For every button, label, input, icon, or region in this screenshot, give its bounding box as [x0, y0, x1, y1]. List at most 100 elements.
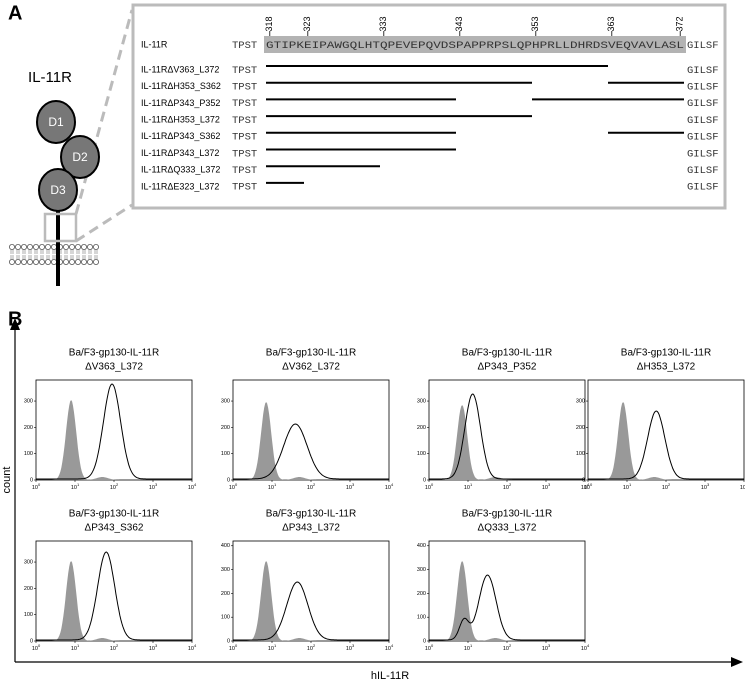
plot-frame: [428, 540, 586, 642]
tick-exponent: 0: [38, 482, 41, 487]
prefix: TPST: [232, 81, 257, 93]
y-tick-label: 400: [221, 543, 230, 549]
x-tick-label: 103: [346, 482, 355, 491]
tick-exponent: 1: [77, 482, 80, 487]
y-tick-label: 300: [417, 567, 426, 573]
tick-exponent: 3: [548, 643, 551, 648]
x-tick-label: 100: [584, 482, 593, 491]
lipid-head: [26, 243, 33, 250]
control-histogram: [233, 561, 389, 641]
tick-exponent: 0: [431, 482, 434, 487]
tick-exponent: 2: [313, 643, 316, 648]
lipid-head: [14, 258, 21, 265]
lipid-head: [20, 243, 27, 250]
tick-base: 10: [425, 485, 431, 491]
tick-base: 10: [581, 646, 587, 652]
position-label: 353: [530, 16, 540, 31]
tick-exponent: 1: [470, 482, 473, 487]
histogram-subtitle: ΔV363_L372: [85, 362, 143, 373]
position-label: 333: [378, 16, 388, 31]
lipid-head: [87, 258, 94, 265]
position-label: 318: [264, 16, 274, 31]
y-tick-label: 300: [24, 560, 33, 566]
lipid-head: [33, 243, 40, 250]
tick-exponent: 2: [668, 482, 671, 487]
histogram-subtitle: ΔP343_P352: [478, 362, 537, 373]
suffix: GILSF: [687, 182, 719, 194]
y-tick-label: 200: [24, 425, 33, 431]
x-tick-label: 103: [542, 643, 551, 652]
histogram-title: Ba/F3-gp130-IL-11R: [462, 348, 552, 359]
x-tick-label: 104: [385, 643, 394, 652]
tick-base: 10: [346, 485, 352, 491]
y-tick-label: 300: [417, 399, 426, 405]
y-tick-label: 100: [24, 612, 33, 618]
tick-exponent: 1: [470, 643, 473, 648]
lipid-head: [63, 243, 70, 250]
x-tick-label: 100: [32, 643, 41, 652]
suffix: GILSF: [687, 40, 719, 52]
suffix: GILSF: [687, 148, 719, 160]
tick-exponent: 3: [155, 482, 158, 487]
tick-base: 10: [740, 485, 745, 491]
tick-base: 10: [584, 485, 590, 491]
x-tick-label: 104: [740, 482, 745, 491]
plot-frame: [587, 379, 745, 481]
x-tick-label: 103: [149, 482, 158, 491]
sample-histogram: [429, 393, 585, 480]
y-tick-label: 300: [24, 399, 33, 405]
tick-exponent: 2: [116, 643, 119, 648]
domain-label: D2: [72, 150, 88, 164]
tick-base: 10: [229, 485, 235, 491]
tick-base: 10: [268, 646, 274, 652]
domain-label: D1: [48, 115, 64, 129]
y-tick-label: 300: [221, 399, 230, 405]
prefix: TPST: [232, 40, 257, 52]
x-tick-label: 100: [229, 643, 238, 652]
tick-exponent: 2: [313, 482, 316, 487]
control-histogram: [36, 561, 192, 641]
histogram-title: Ba/F3-gp130-IL-11R: [69, 348, 159, 359]
tick-base: 10: [662, 485, 668, 491]
lipid-head: [39, 243, 46, 250]
tick-base: 10: [188, 646, 194, 652]
control-histogram: [588, 402, 744, 480]
y-tick-label: 0: [227, 477, 230, 483]
tick-base: 10: [503, 646, 509, 652]
tick-base: 10: [464, 485, 470, 491]
suffix: GILSF: [687, 115, 719, 127]
prefix: TPST: [232, 115, 257, 127]
sample-histogram: [429, 574, 585, 641]
tick-base: 10: [71, 646, 77, 652]
suffix: GILSF: [687, 98, 719, 110]
lipid-head: [45, 258, 52, 265]
x-tick-label: 104: [385, 482, 394, 491]
y-tick-label: 200: [417, 591, 426, 597]
tick-base: 10: [71, 485, 77, 491]
tick-exponent: 2: [116, 482, 119, 487]
y-tick-label: 100: [417, 451, 426, 457]
tick-exponent: 4: [587, 643, 590, 648]
sequence-highlight: [264, 36, 686, 53]
domain: [38, 168, 78, 212]
y-tick-label: 200: [417, 425, 426, 431]
tick-base: 10: [425, 646, 431, 652]
tick-base: 10: [149, 485, 155, 491]
suffix: GILSF: [687, 132, 719, 144]
lipid-head: [33, 258, 40, 265]
x-tick-label: 103: [542, 482, 551, 491]
tick-base: 10: [542, 646, 548, 652]
row-name: IL-11RΔH353_L372: [141, 114, 220, 124]
x-tick-label: 101: [623, 482, 632, 491]
tick-base: 10: [149, 646, 155, 652]
y-tick-label: 0: [423, 638, 426, 644]
tick-exponent: 1: [77, 643, 80, 648]
position-label: 372: [675, 16, 685, 31]
tick-exponent: 3: [352, 482, 355, 487]
prefix: TPST: [232, 148, 257, 160]
y-tick-label: 100: [221, 451, 230, 457]
lipid-head: [45, 243, 52, 250]
row-name: IL-11RΔP343_P352: [141, 98, 220, 108]
lipid-head: [51, 243, 58, 250]
row-name: IL-11RΔE323_L372: [141, 181, 219, 191]
